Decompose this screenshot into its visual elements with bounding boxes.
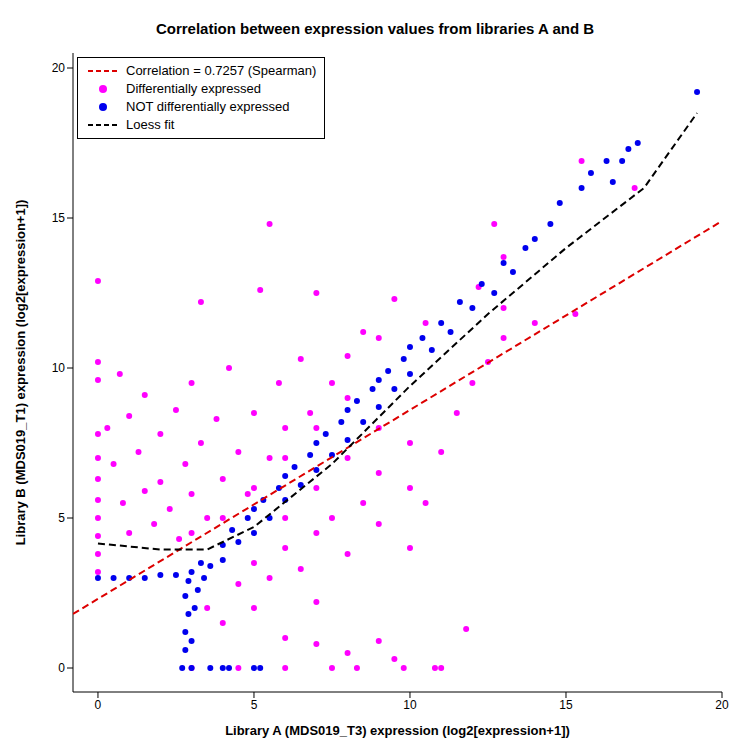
html-text:Loess fit: Loess fit (126, 117, 175, 132)
svg-text:20: 20 (52, 61, 66, 75)
svg-text:5: 5 (251, 698, 258, 712)
html-text:NOT differentially expressed: NOT differentially expressed (126, 99, 290, 114)
svg-text:15: 15 (52, 211, 66, 225)
svg-text:Library B (MDS019_T1) expressi: Library B (MDS019_T1) expression (log2[e… (13, 200, 28, 546)
svg-text:15: 15 (559, 698, 573, 712)
svg-text:10: 10 (403, 698, 417, 712)
html-text:Correlation between expression: Correlation between expression values fr… (155, 20, 595, 37)
svg-text:0: 0 (58, 661, 65, 675)
html-text:Correlation = 0.7257 (Spearman: Correlation = 0.7257 (Spearman) (126, 63, 317, 78)
svg-text:20: 20 (715, 698, 729, 712)
svg-text:10: 10 (52, 361, 66, 375)
html-text:Differentially expressed: Differentially expressed (126, 81, 261, 96)
svg-text:5: 5 (58, 511, 65, 525)
svg-text:Library A (MDS019_T3) expressi: Library A (MDS019_T3) expression (log2[e… (225, 723, 570, 738)
svg-text:0: 0 (95, 698, 102, 712)
